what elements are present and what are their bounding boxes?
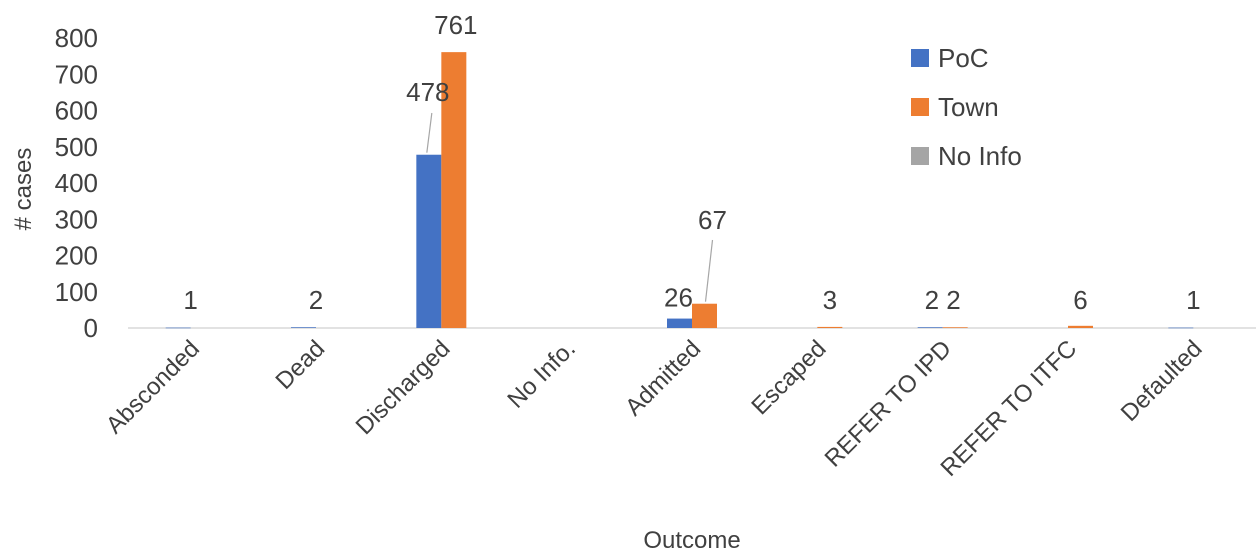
y-tick-label: 800 bbox=[55, 23, 98, 53]
y-axis-ticks: 0 100 200 300 400 500 600 700 800 bbox=[55, 23, 98, 343]
bars bbox=[165, 52, 1194, 329]
x-tick-label-refer-to-itfc: REFER TO ITFC bbox=[936, 335, 1083, 482]
x-axis-category-labels: Absconded Dead Discharged No Info. Admitted E… bbox=[101, 335, 1208, 482]
y-tick-label: 200 bbox=[55, 241, 98, 271]
x-axis-title: Outcome bbox=[643, 527, 740, 551]
y-tick-label: 0 bbox=[84, 313, 98, 343]
bar-poc-discharged bbox=[416, 154, 442, 328]
bar-town-escaped bbox=[817, 326, 843, 328]
bar-town-refer-to-ipd bbox=[942, 327, 968, 328]
data-label-refer-to-ipd: 2 2 bbox=[925, 285, 961, 315]
y-axis-title: # cases bbox=[10, 148, 37, 231]
legend-swatch-no-info bbox=[911, 147, 929, 165]
legend-swatch-poc bbox=[911, 49, 929, 67]
x-tick-label-discharged: Discharged bbox=[351, 335, 456, 440]
bar-town-admitted bbox=[692, 303, 717, 328]
data-label-discharged-town: 761 bbox=[434, 10, 477, 40]
data-label-admitted-poc: 26 bbox=[664, 283, 693, 313]
bar-poc-absconded bbox=[165, 327, 191, 329]
y-tick-label: 500 bbox=[55, 132, 98, 162]
bar-poc-dead bbox=[291, 327, 316, 328]
legend-swatch-town bbox=[911, 98, 929, 116]
x-tick-label-refer-to-ipd: REFER TO IPD bbox=[820, 335, 957, 472]
x-tick-label-escaped: Escaped bbox=[746, 335, 831, 420]
data-labels: 1 2 478 761 26 67 3 2 2 6 1 bbox=[183, 10, 1200, 315]
leader-line bbox=[426, 112, 433, 153]
legend-label-town: Town bbox=[938, 92, 999, 122]
y-tick-label: 600 bbox=[55, 96, 98, 126]
data-label-admitted-town: 67 bbox=[698, 205, 727, 235]
x-tick-label-absconded: Absconded bbox=[101, 335, 205, 439]
bar-poc-admitted bbox=[667, 318, 692, 328]
y-tick-label: 300 bbox=[55, 204, 98, 234]
bar-poc-defaulted bbox=[1168, 327, 1194, 329]
data-label-discharged-poc: 478 bbox=[406, 77, 449, 107]
legend-label-poc: PoC bbox=[938, 43, 989, 73]
x-tick-label-defaulted: Defaulted bbox=[1116, 335, 1208, 427]
bar-town-discharged bbox=[441, 52, 467, 328]
leader-lines bbox=[426, 112, 714, 302]
data-label-absconded: 1 bbox=[183, 285, 197, 315]
data-label-escaped: 3 bbox=[823, 285, 837, 315]
legend: PoC Town No Info bbox=[911, 43, 1022, 171]
x-tick-label-admitted: Admitted bbox=[620, 335, 706, 421]
y-tick-label: 400 bbox=[55, 168, 98, 198]
leader-line bbox=[704, 239, 714, 302]
data-label-defaulted: 1 bbox=[1186, 285, 1200, 315]
data-label-dead: 2 bbox=[309, 285, 323, 315]
bar-poc-refer-to-ipd bbox=[917, 327, 943, 328]
y-tick-label: 100 bbox=[55, 277, 98, 307]
x-tick-label-no-info: No Info. bbox=[502, 335, 581, 414]
data-label-refer-to-itfc: 6 bbox=[1073, 285, 1087, 315]
legend-label-no-info: No Info bbox=[938, 141, 1022, 171]
y-tick-label: 700 bbox=[55, 59, 98, 89]
x-tick-label-dead: Dead bbox=[271, 335, 331, 395]
bar-town-refer-to-itfc bbox=[1068, 325, 1093, 328]
